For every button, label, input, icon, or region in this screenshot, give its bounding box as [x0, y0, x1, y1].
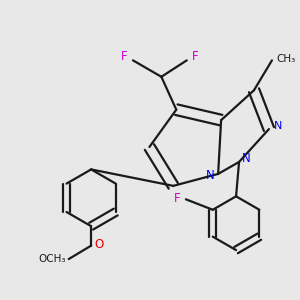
Text: O: O: [94, 238, 103, 250]
Text: N: N: [206, 169, 215, 182]
Text: F: F: [174, 192, 181, 205]
Text: N: N: [242, 152, 251, 166]
Text: OCH₃: OCH₃: [38, 254, 66, 264]
Text: N: N: [274, 121, 282, 131]
Text: CH₃: CH₃: [276, 54, 296, 64]
Text: F: F: [121, 50, 128, 63]
Text: F: F: [192, 50, 198, 63]
